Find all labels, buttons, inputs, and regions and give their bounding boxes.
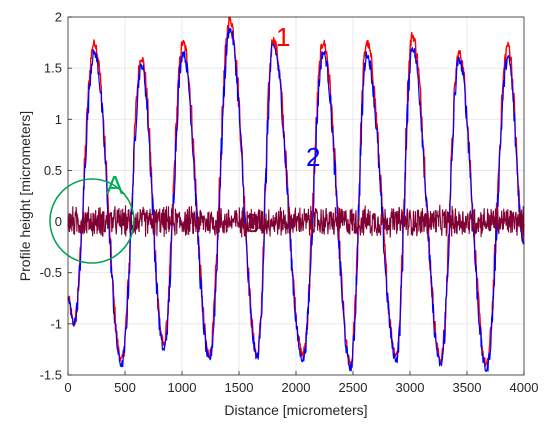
x-tick-label: 3000 — [396, 380, 425, 395]
y-axis-label: Profile height [micrometers] — [17, 111, 33, 281]
x-tick-label: 4000 — [510, 380, 539, 395]
x-tick-label: 0 — [64, 380, 71, 395]
x-tick-label: 500 — [114, 380, 136, 395]
x-tick-label: 2500 — [339, 380, 368, 395]
axis-ticks: 0 500 1000 1500 2000 2500 3000 3500 4000 -1.5 -1 -0… — [40, 10, 539, 396]
annotation-label-1: 1 — [276, 22, 290, 52]
y-tick-label: 1 — [55, 112, 62, 127]
annotation-label-3: 3 — [245, 208, 259, 238]
annotation-circle-a — [49, 178, 135, 264]
y-tick-label: 0.5 — [44, 163, 62, 178]
annotation-label-2: 2 — [306, 142, 320, 172]
y-tick-label: -1.5 — [40, 368, 62, 383]
x-tick-label: 1000 — [168, 380, 197, 395]
series-1-line — [67, 16, 525, 368]
x-tick-label: 2000 — [282, 380, 311, 395]
series-group — [67, 16, 525, 372]
y-tick-label: -0.5 — [40, 265, 62, 280]
series-3-line — [67, 204, 525, 238]
y-tick-label: 0 — [55, 214, 62, 229]
annotation-label-a: A — [106, 170, 124, 200]
x-tick-label: 1500 — [225, 380, 254, 395]
y-tick-label: -1 — [50, 316, 62, 331]
y-tick-label: 1.5 — [44, 61, 62, 76]
y-tick-label: 2 — [55, 10, 62, 25]
x-tick-label: 3500 — [453, 380, 482, 395]
x-axis-label: Distance [micrometers] — [224, 402, 367, 418]
series-2-line — [67, 27, 525, 372]
plot-frame — [67, 16, 525, 376]
